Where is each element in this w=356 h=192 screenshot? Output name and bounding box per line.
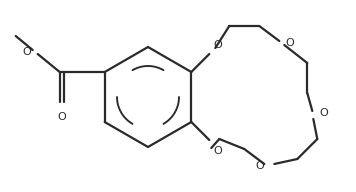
Text: O: O — [22, 47, 31, 57]
Text: O: O — [213, 40, 222, 50]
Text: O: O — [285, 38, 294, 48]
Text: O: O — [57, 112, 66, 122]
Text: O: O — [256, 161, 264, 171]
Text: O: O — [319, 108, 328, 118]
Text: O: O — [213, 146, 222, 156]
